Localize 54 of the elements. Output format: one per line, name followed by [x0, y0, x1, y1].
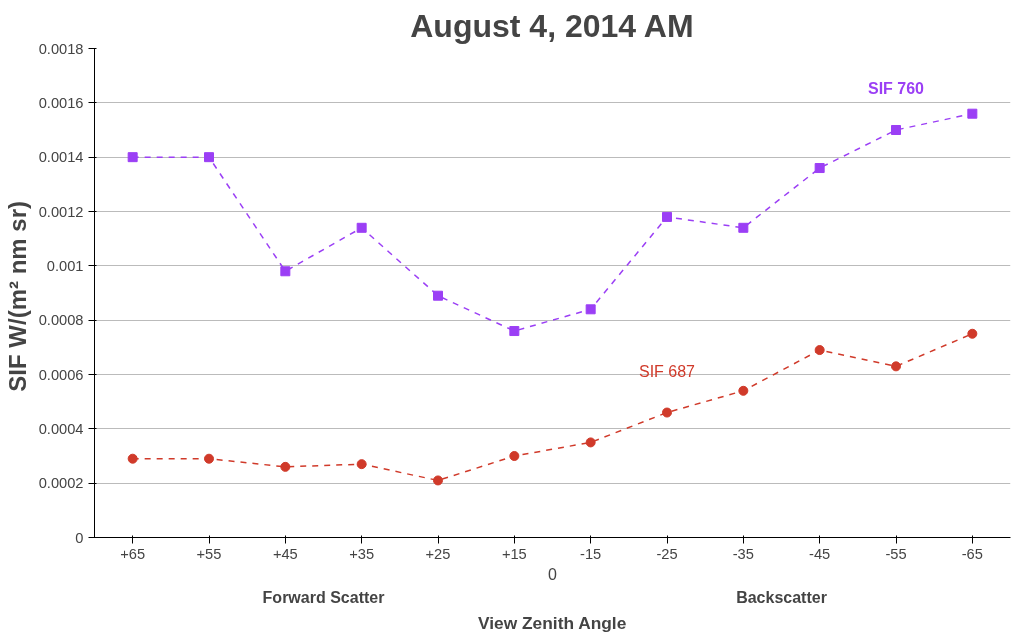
- point: [738, 385, 749, 396]
- point: [433, 475, 443, 486]
- y-tick-label: 0.0014: [38, 149, 84, 166]
- point: [585, 304, 596, 315]
- series-label: SIF 760: [867, 80, 925, 98]
- point: [891, 361, 901, 372]
- point: [814, 345, 825, 356]
- point: [356, 459, 367, 470]
- point: [585, 437, 596, 448]
- point: [509, 326, 520, 337]
- point: [127, 453, 138, 464]
- y-tick-label: 0.0002: [38, 475, 84, 492]
- x-tick-label: -25: [656, 545, 678, 562]
- point: [662, 407, 672, 418]
- text: Forward Scatter: [262, 588, 385, 606]
- y-tick-label: 0.0016: [38, 94, 84, 111]
- x-tick-label: +15: [501, 545, 527, 562]
- y-tick-label: 0.0004: [38, 420, 84, 437]
- point: [891, 125, 901, 135]
- series-label: SIF 687: [638, 362, 696, 380]
- y-tick-label: 0.001: [46, 257, 84, 274]
- x-tick-label: -35: [732, 545, 754, 562]
- point: [127, 152, 138, 163]
- x-tick-label: -45: [809, 545, 831, 562]
- x-tick-label: +25: [425, 545, 451, 562]
- text: 0: [548, 565, 558, 583]
- y-tick-label: 0.0012: [38, 203, 84, 220]
- point: [356, 222, 367, 233]
- point: [967, 108, 978, 119]
- x-tick-label: +45: [272, 545, 298, 562]
- y-tick-label: 0: [75, 529, 84, 546]
- x-tick-label: +35: [349, 545, 375, 562]
- point: [280, 266, 291, 277]
- x-axis-title: View Zenith Angle: [478, 612, 627, 633]
- point: [433, 290, 443, 301]
- point: [738, 222, 749, 233]
- x-tick-label: +55: [196, 545, 222, 562]
- y-tick-label: 0.0006: [38, 366, 84, 383]
- y-tick-label: 0.0008: [38, 312, 84, 329]
- point: [662, 211, 672, 222]
- point: [280, 461, 291, 472]
- point: [967, 328, 978, 339]
- x-tick-label: -55: [885, 545, 907, 562]
- point: [509, 451, 520, 461]
- x-tick-label: -65: [961, 545, 983, 562]
- point: [814, 163, 825, 174]
- point: [204, 453, 214, 464]
- y-axis-title: SIF W/(m² nm sr): [3, 200, 31, 392]
- y-tick-label: 0.0018: [38, 40, 84, 57]
- x-tick-label: +65: [120, 545, 146, 562]
- point: [204, 152, 214, 163]
- text: Backscatter: [736, 588, 827, 606]
- x-tick-label: -15: [580, 545, 602, 562]
- chart-title: August 4, 2014 AM: [410, 7, 694, 44]
